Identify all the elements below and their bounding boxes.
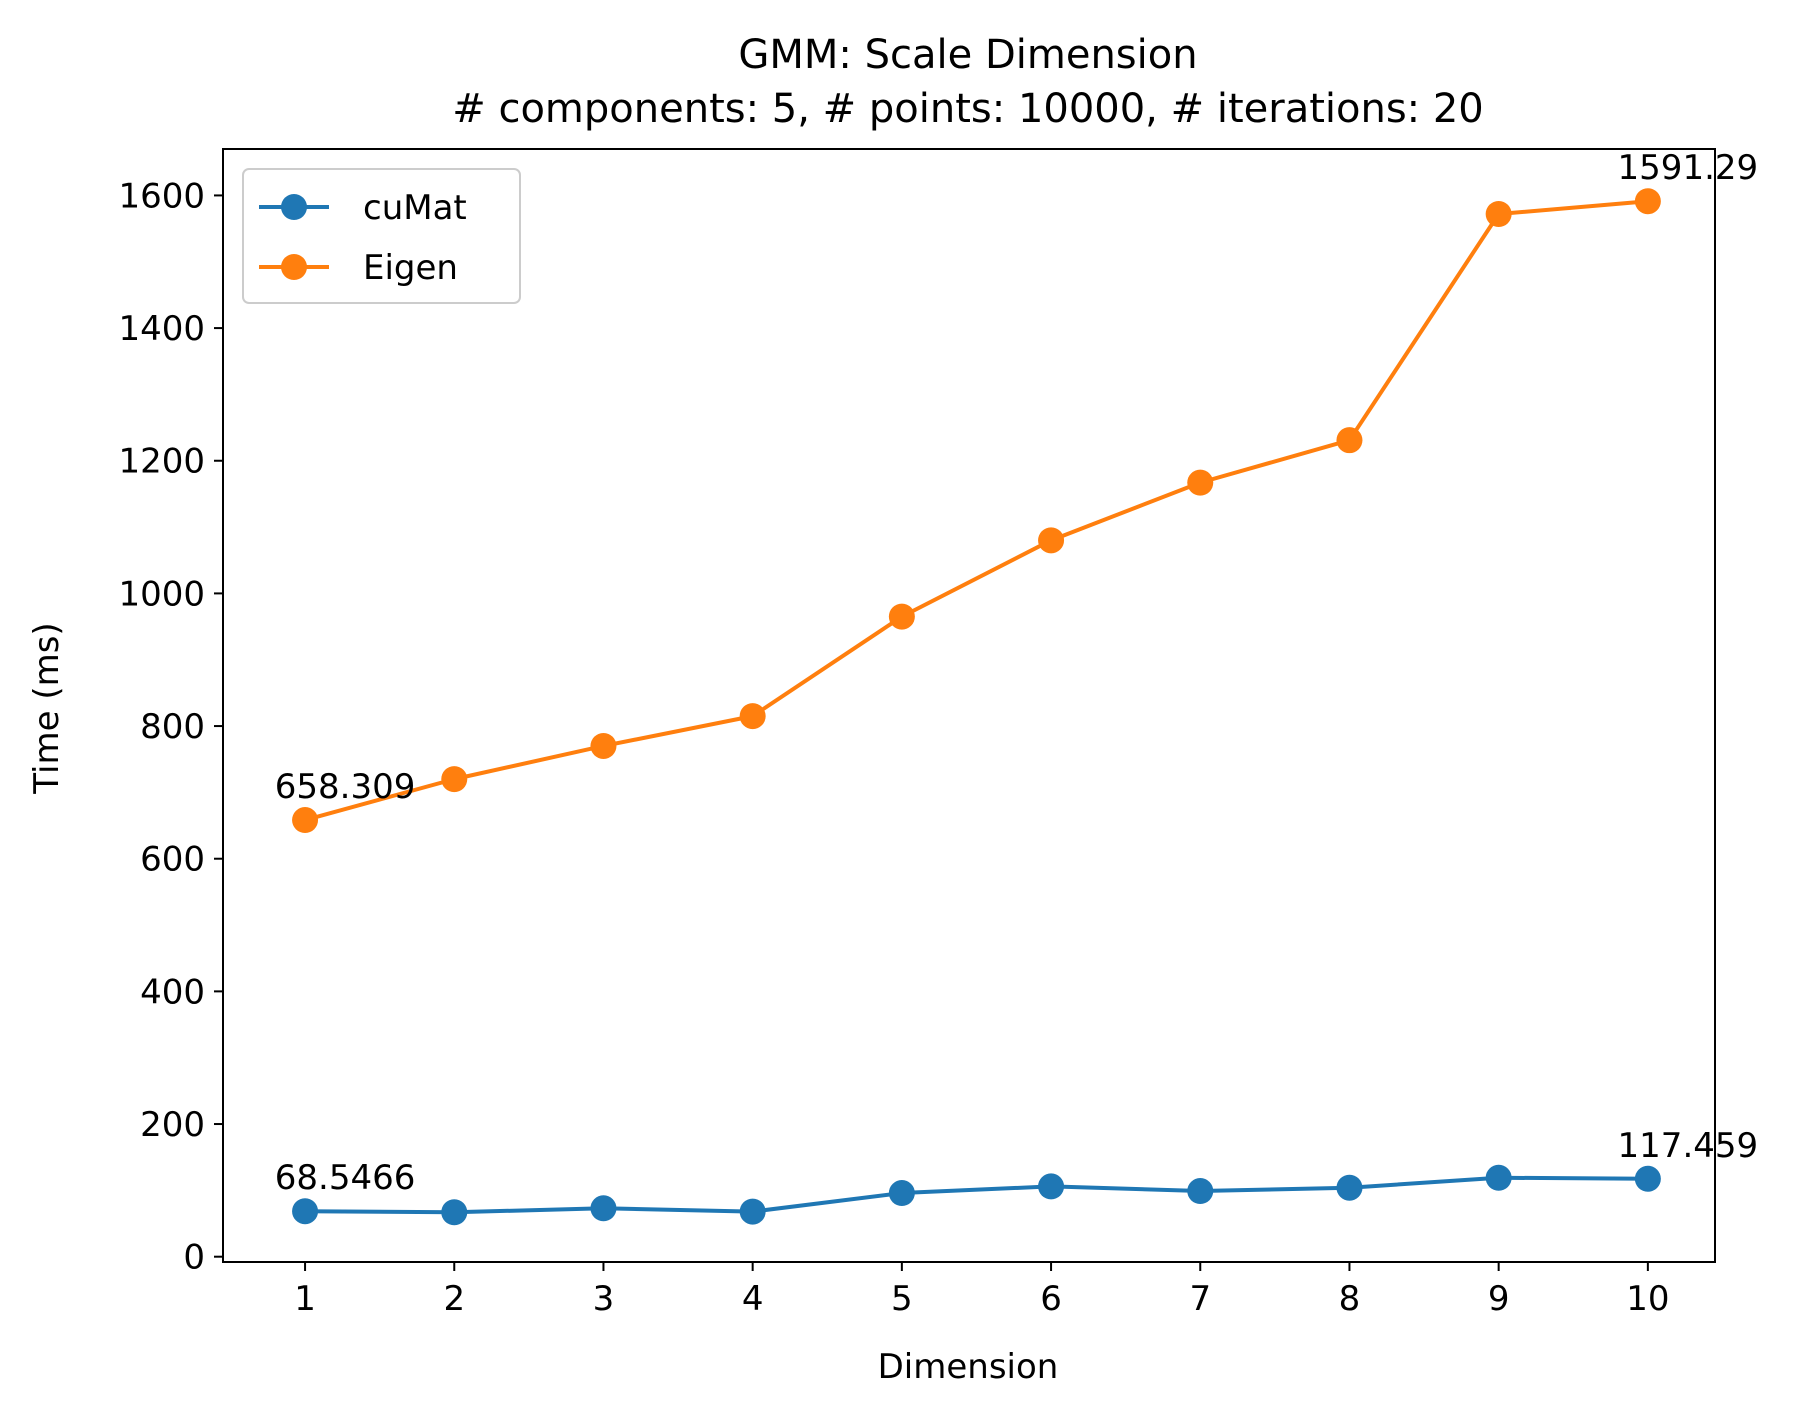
- chart-subtitle: # components: 5, # points: 10000, # iter…: [452, 86, 1484, 132]
- y-tick-label: 200: [140, 1105, 205, 1145]
- y-axis-label: Time (ms): [27, 622, 67, 794]
- data-label: 117.459: [1618, 1126, 1759, 1166]
- series-line-eigen: [304, 199, 1649, 822]
- y-tick-label: 800: [140, 707, 205, 747]
- data-point-cumat: [739, 1198, 766, 1225]
- x-tick-label: 4: [742, 1279, 764, 1319]
- legend-label-cumat: cuMat: [363, 188, 467, 228]
- data-point-cumat: [441, 1199, 468, 1226]
- chart-title: GMM: Scale Dimension: [738, 32, 1197, 78]
- data-point-eigen: [888, 603, 915, 630]
- legend-marker-cumat: [281, 194, 307, 220]
- y-tick-label: 400: [140, 972, 205, 1012]
- x-axis-label: Dimension: [878, 1347, 1059, 1387]
- data-point-eigen: [1187, 469, 1214, 496]
- y-tick-label: 1000: [118, 574, 205, 614]
- y-tick-label: 1400: [118, 309, 205, 349]
- x-tick-label: 1: [294, 1279, 316, 1319]
- data-point-eigen: [1485, 201, 1512, 228]
- plot-frame: [222, 148, 1716, 1263]
- data-label: 1591.29: [1618, 148, 1759, 188]
- x-tick-label: 9: [1488, 1279, 1510, 1319]
- y-tick-label: 1600: [118, 176, 205, 216]
- data-point-eigen: [590, 732, 617, 759]
- data-point-eigen: [1038, 527, 1065, 554]
- data-point-cumat: [1187, 1178, 1214, 1205]
- y-tick-label: 600: [140, 840, 205, 880]
- data-point-cumat: [1485, 1164, 1512, 1191]
- data-label: 658.309: [275, 767, 416, 807]
- legend-box: [242, 168, 521, 304]
- y-tick-label: 1200: [118, 442, 205, 482]
- series-line-cumat: [305, 1175, 1648, 1215]
- data-point-cumat: [888, 1180, 915, 1207]
- x-tick-label: 5: [891, 1279, 913, 1319]
- x-tick-label: 8: [1339, 1279, 1361, 1319]
- data-point-cumat: [1336, 1174, 1363, 1201]
- data-point-cumat: [292, 1198, 319, 1225]
- data-point-cumat: [1038, 1173, 1065, 1200]
- y-tick-label: 0: [183, 1238, 205, 1278]
- legend-label-eigen: Eigen: [363, 248, 458, 288]
- data-point-eigen: [292, 807, 319, 834]
- legend-marker-eigen: [281, 254, 307, 280]
- x-tick-label: 2: [443, 1279, 465, 1319]
- x-tick-label: 3: [593, 1279, 615, 1319]
- data-label: 68.5466: [275, 1158, 416, 1198]
- x-tick-label: 7: [1189, 1279, 1211, 1319]
- data-point-cumat: [1634, 1165, 1661, 1192]
- data-point-eigen: [441, 766, 468, 793]
- x-tick-label: 10: [1626, 1279, 1669, 1319]
- data-point-eigen: [1336, 427, 1363, 454]
- data-point-cumat: [590, 1195, 617, 1222]
- data-point-eigen: [1634, 188, 1661, 215]
- x-tick-label: 6: [1040, 1279, 1062, 1319]
- data-point-eigen: [739, 703, 766, 730]
